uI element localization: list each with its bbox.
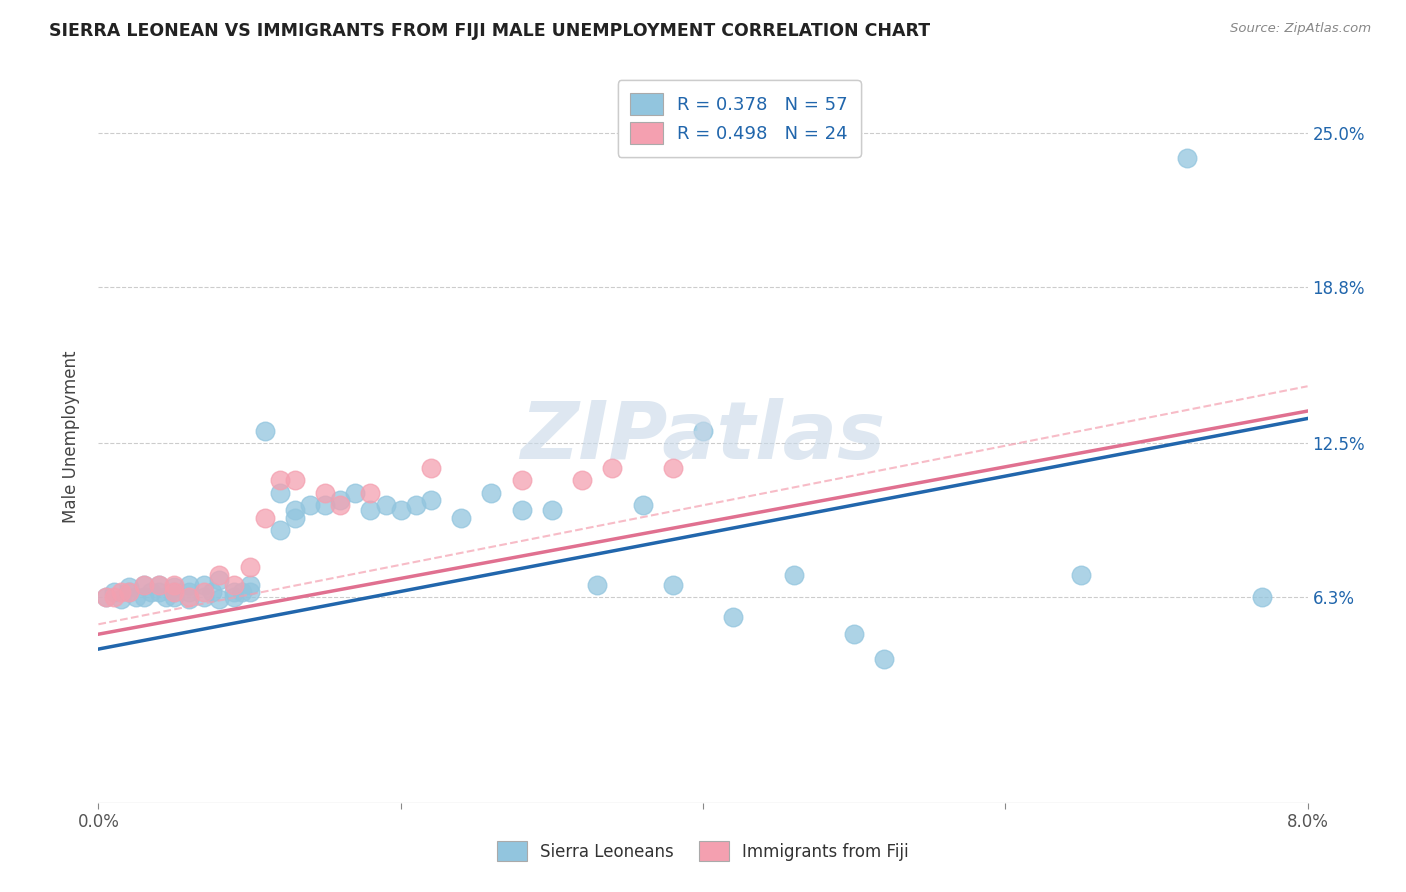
Point <box>510 503 533 517</box>
Point <box>299 498 322 512</box>
Point <box>420 461 443 475</box>
Point <box>193 590 215 604</box>
Point <box>873 652 896 666</box>
Point <box>420 493 443 508</box>
Point <box>125 590 148 604</box>
Point <box>269 523 291 537</box>
Point <box>269 474 291 488</box>
Point <box>201 585 224 599</box>
Point <box>132 577 155 591</box>
Point <box>314 498 336 512</box>
Point <box>661 461 683 475</box>
Legend: Sierra Leoneans, Immigrants from Fiji: Sierra Leoneans, Immigrants from Fiji <box>484 828 922 875</box>
Point <box>224 577 246 591</box>
Point <box>118 585 141 599</box>
Point <box>118 585 141 599</box>
Point <box>179 592 201 607</box>
Point <box>253 424 276 438</box>
Point <box>103 585 125 599</box>
Point <box>148 577 170 591</box>
Point <box>155 590 177 604</box>
Point <box>163 590 186 604</box>
Point <box>844 627 866 641</box>
Point <box>118 580 141 594</box>
Point <box>253 510 276 524</box>
Point <box>94 590 117 604</box>
Point <box>360 486 382 500</box>
Point <box>374 498 396 512</box>
Point <box>284 474 307 488</box>
Point <box>586 577 609 591</box>
Point <box>208 573 231 587</box>
Point <box>163 577 186 591</box>
Point <box>314 486 336 500</box>
Point <box>163 580 186 594</box>
Point <box>141 585 163 599</box>
Point <box>540 503 562 517</box>
Point <box>163 585 186 599</box>
Point <box>1070 567 1092 582</box>
Point <box>231 585 253 599</box>
Point <box>571 474 593 488</box>
Point <box>94 590 117 604</box>
Point <box>110 592 132 607</box>
Point <box>148 577 170 591</box>
Point <box>179 590 201 604</box>
Point <box>224 585 246 599</box>
Point <box>284 510 307 524</box>
Point <box>103 590 125 604</box>
Point <box>1175 151 1198 165</box>
Point <box>110 585 132 599</box>
Point <box>269 486 291 500</box>
Point <box>450 510 472 524</box>
Point <box>239 585 262 599</box>
Point <box>405 498 427 512</box>
Point <box>239 560 262 574</box>
Legend: R = 0.378   N = 57, R = 0.498   N = 24: R = 0.378 N = 57, R = 0.498 N = 24 <box>617 80 860 157</box>
Point <box>329 493 352 508</box>
Text: Source: ZipAtlas.com: Source: ZipAtlas.com <box>1230 22 1371 36</box>
Point <box>661 577 683 591</box>
Point <box>344 486 367 500</box>
Point <box>163 585 186 599</box>
Point <box>783 567 806 582</box>
Point <box>132 590 155 604</box>
Text: ZIPatlas: ZIPatlas <box>520 398 886 476</box>
Point <box>510 474 533 488</box>
Point <box>692 424 714 438</box>
Point <box>284 503 307 517</box>
Point <box>602 461 624 475</box>
Point <box>239 577 262 591</box>
Point <box>148 585 170 599</box>
Point <box>481 486 503 500</box>
Point <box>132 577 155 591</box>
Point <box>179 577 201 591</box>
Point <box>208 592 231 607</box>
Point <box>389 503 412 517</box>
Point <box>208 567 231 582</box>
Point <box>329 498 352 512</box>
Y-axis label: Male Unemployment: Male Unemployment <box>62 351 80 524</box>
Point <box>193 577 215 591</box>
Text: SIERRA LEONEAN VS IMMIGRANTS FROM FIJI MALE UNEMPLOYMENT CORRELATION CHART: SIERRA LEONEAN VS IMMIGRANTS FROM FIJI M… <box>49 22 931 40</box>
Point <box>179 585 201 599</box>
Point <box>631 498 654 512</box>
Point <box>224 590 246 604</box>
Point <box>723 610 745 624</box>
Point <box>360 503 382 517</box>
Point <box>1251 590 1274 604</box>
Point <box>193 585 215 599</box>
